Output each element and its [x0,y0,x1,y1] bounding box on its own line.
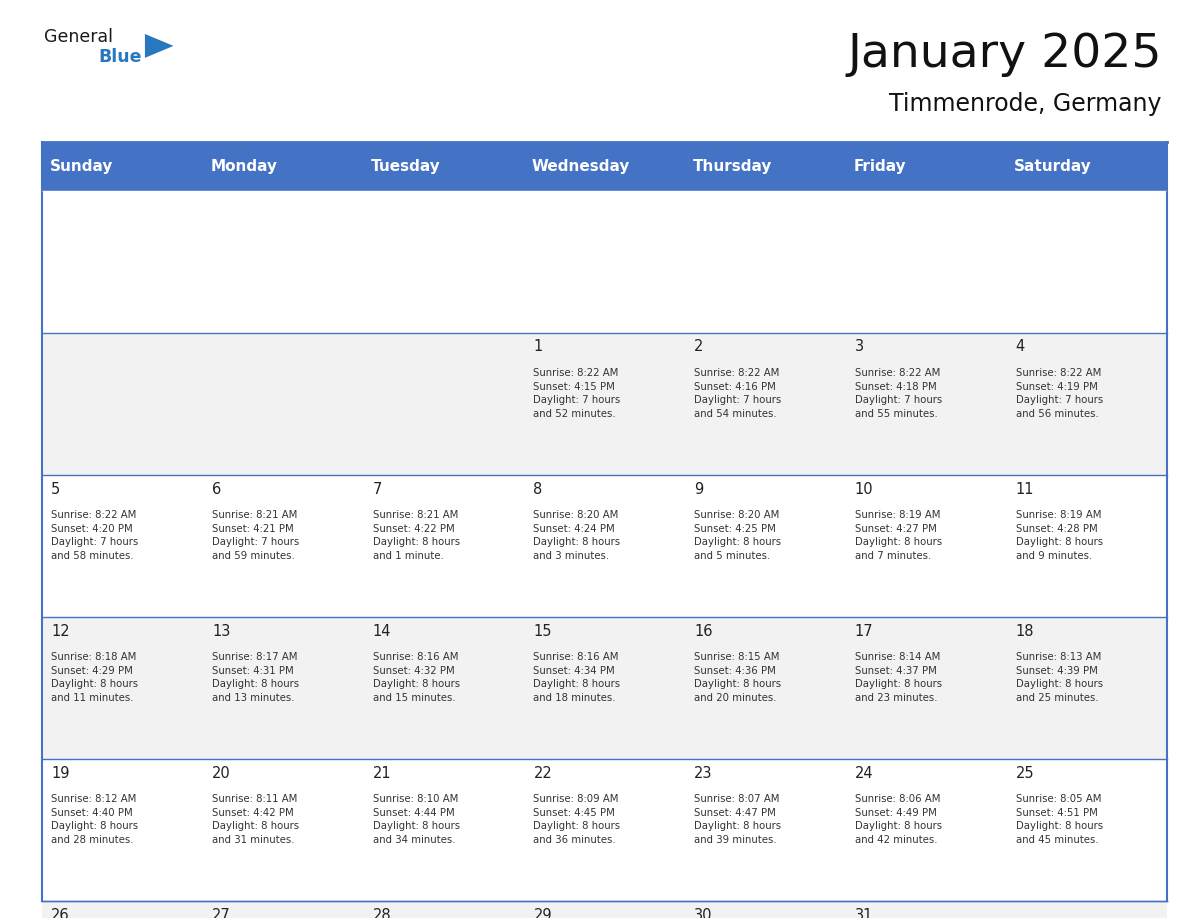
Text: 11: 11 [1016,482,1034,497]
Text: 31: 31 [855,908,873,918]
Bar [42,142,1167,191]
Text: 10: 10 [855,482,873,497]
Text: Blue: Blue [99,48,143,66]
Text: Sunrise: 8:16 AM
Sunset: 4:34 PM
Daylight: 8 hours
and 18 minutes.: Sunrise: 8:16 AM Sunset: 4:34 PM Dayligh… [533,652,620,703]
Text: Sunrise: 8:19 AM
Sunset: 4:27 PM
Daylight: 8 hours
and 7 minutes.: Sunrise: 8:19 AM Sunset: 4:27 PM Dayligh… [855,510,942,561]
Text: Sunrise: 8:07 AM
Sunset: 4:47 PM
Daylight: 8 hours
and 39 minutes.: Sunrise: 8:07 AM Sunset: 4:47 PM Dayligh… [694,794,782,845]
Text: Sunrise: 8:22 AM
Sunset: 4:20 PM
Daylight: 7 hours
and 58 minutes.: Sunrise: 8:22 AM Sunset: 4:20 PM Dayligh… [51,510,139,561]
Text: Sunrise: 8:22 AM
Sunset: 4:16 PM
Daylight: 7 hours
and 54 minutes.: Sunrise: 8:22 AM Sunset: 4:16 PM Dayligh… [694,368,782,419]
Text: Sunrise: 8:13 AM
Sunset: 4:39 PM
Daylight: 8 hours
and 25 minutes.: Sunrise: 8:13 AM Sunset: 4:39 PM Dayligh… [1016,652,1102,703]
Text: 28: 28 [373,908,391,918]
Text: 18: 18 [1016,623,1034,639]
Text: 15: 15 [533,623,552,639]
Text: Sunday: Sunday [50,159,113,174]
Text: Sunrise: 8:06 AM
Sunset: 4:49 PM
Daylight: 8 hours
and 42 minutes.: Sunrise: 8:06 AM Sunset: 4:49 PM Dayligh… [855,794,942,845]
Text: 8: 8 [533,482,543,497]
Text: January 2025: January 2025 [847,32,1162,77]
Text: 19: 19 [51,766,70,781]
Text: Sunrise: 8:15 AM
Sunset: 4:36 PM
Daylight: 8 hours
and 20 minutes.: Sunrise: 8:15 AM Sunset: 4:36 PM Dayligh… [694,652,782,703]
Text: Sunrise: 8:09 AM
Sunset: 4:45 PM
Daylight: 8 hours
and 36 minutes.: Sunrise: 8:09 AM Sunset: 4:45 PM Dayligh… [533,794,620,845]
Text: Sunrise: 8:18 AM
Sunset: 4:29 PM
Daylight: 8 hours
and 11 minutes.: Sunrise: 8:18 AM Sunset: 4:29 PM Dayligh… [51,652,138,703]
Text: Sunrise: 8:20 AM
Sunset: 4:25 PM
Daylight: 8 hours
and 5 minutes.: Sunrise: 8:20 AM Sunset: 4:25 PM Dayligh… [694,510,782,561]
Text: Monday: Monday [210,159,277,174]
Text: 24: 24 [855,766,873,781]
Bar [42,617,1167,759]
Text: Sunrise: 8:22 AM
Sunset: 4:18 PM
Daylight: 7 hours
and 55 minutes.: Sunrise: 8:22 AM Sunset: 4:18 PM Dayligh… [855,368,942,419]
Text: Sunrise: 8:21 AM
Sunset: 4:21 PM
Daylight: 7 hours
and 59 minutes.: Sunrise: 8:21 AM Sunset: 4:21 PM Dayligh… [211,510,299,561]
Text: 4: 4 [1016,340,1025,354]
Text: Sunrise: 8:12 AM
Sunset: 4:40 PM
Daylight: 8 hours
and 28 minutes.: Sunrise: 8:12 AM Sunset: 4:40 PM Dayligh… [51,794,138,845]
Text: 5: 5 [51,482,61,497]
Text: General: General [44,28,113,46]
Text: Sunrise: 8:05 AM
Sunset: 4:51 PM
Daylight: 8 hours
and 45 minutes.: Sunrise: 8:05 AM Sunset: 4:51 PM Dayligh… [1016,794,1102,845]
Text: 30: 30 [694,908,713,918]
Text: Thursday: Thursday [693,159,772,174]
Text: 7: 7 [373,482,383,497]
Text: Wednesday: Wednesday [532,159,630,174]
Text: 27: 27 [211,908,230,918]
Text: Sunrise: 8:14 AM
Sunset: 4:37 PM
Daylight: 8 hours
and 23 minutes.: Sunrise: 8:14 AM Sunset: 4:37 PM Dayligh… [855,652,942,703]
Text: 23: 23 [694,766,713,781]
Text: Timmenrode, Germany: Timmenrode, Germany [890,92,1162,116]
Text: 14: 14 [373,623,391,639]
Text: 22: 22 [533,766,552,781]
Text: 25: 25 [1016,766,1035,781]
Text: Sunrise: 8:11 AM
Sunset: 4:42 PM
Daylight: 8 hours
and 31 minutes.: Sunrise: 8:11 AM Sunset: 4:42 PM Dayligh… [211,794,299,845]
Text: Sunrise: 8:20 AM
Sunset: 4:24 PM
Daylight: 8 hours
and 3 minutes.: Sunrise: 8:20 AM Sunset: 4:24 PM Dayligh… [533,510,620,561]
Text: Tuesday: Tuesday [371,159,441,174]
Text: Sunrise: 8:17 AM
Sunset: 4:31 PM
Daylight: 8 hours
and 13 minutes.: Sunrise: 8:17 AM Sunset: 4:31 PM Dayligh… [211,652,299,703]
Text: 29: 29 [533,908,552,918]
Text: 16: 16 [694,623,713,639]
Bar [42,759,1167,901]
Text: Sunrise: 8:19 AM
Sunset: 4:28 PM
Daylight: 8 hours
and 9 minutes.: Sunrise: 8:19 AM Sunset: 4:28 PM Dayligh… [1016,510,1102,561]
Bar [42,333,1167,476]
Text: Saturday: Saturday [1013,159,1092,174]
Text: Sunrise: 8:10 AM
Sunset: 4:44 PM
Daylight: 8 hours
and 34 minutes.: Sunrise: 8:10 AM Sunset: 4:44 PM Dayligh… [373,794,460,845]
Text: 26: 26 [51,908,70,918]
Text: 20: 20 [211,766,230,781]
Text: 6: 6 [211,482,221,497]
Text: 17: 17 [855,623,873,639]
Text: Sunrise: 8:22 AM
Sunset: 4:19 PM
Daylight: 7 hours
and 56 minutes.: Sunrise: 8:22 AM Sunset: 4:19 PM Dayligh… [1016,368,1102,419]
Text: 12: 12 [51,623,70,639]
Text: Sunrise: 8:16 AM
Sunset: 4:32 PM
Daylight: 8 hours
and 15 minutes.: Sunrise: 8:16 AM Sunset: 4:32 PM Dayligh… [373,652,460,703]
Text: 9: 9 [694,482,703,497]
Text: Sunrise: 8:21 AM
Sunset: 4:22 PM
Daylight: 8 hours
and 1 minute.: Sunrise: 8:21 AM Sunset: 4:22 PM Dayligh… [373,510,460,561]
Text: 13: 13 [211,623,230,639]
Text: Friday: Friday [853,159,905,174]
Text: 2: 2 [694,340,703,354]
Text: 21: 21 [373,766,391,781]
Text: 1: 1 [533,340,543,354]
Bar [42,476,1167,617]
Text: Sunrise: 8:22 AM
Sunset: 4:15 PM
Daylight: 7 hours
and 52 minutes.: Sunrise: 8:22 AM Sunset: 4:15 PM Dayligh… [533,368,620,419]
Text: 3: 3 [855,340,864,354]
Bar [42,901,1167,918]
Polygon shape [145,34,173,58]
